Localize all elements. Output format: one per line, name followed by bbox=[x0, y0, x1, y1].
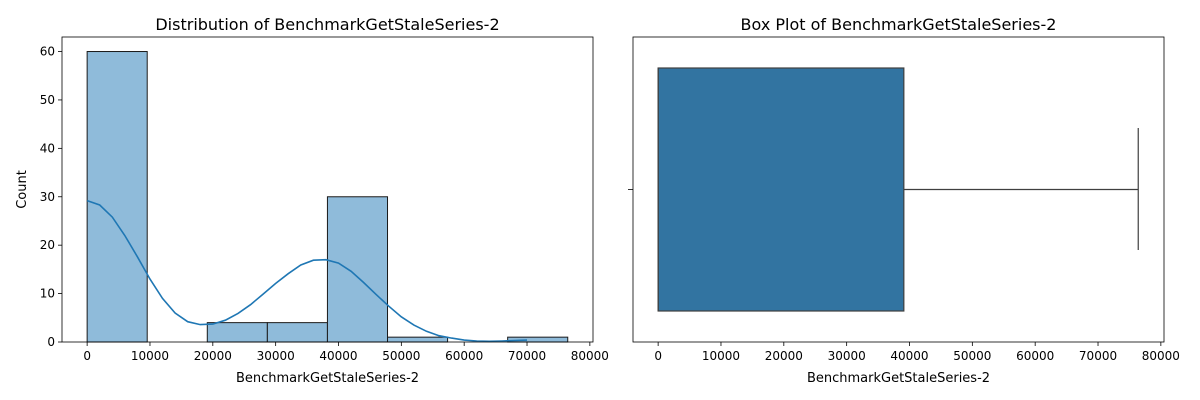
x-tick-label: 0 bbox=[83, 349, 91, 363]
histogram-bar bbox=[507, 336, 569, 343]
y-tick-label: 20 bbox=[40, 238, 55, 252]
boxplot-x-ticks: 0 10000 20000 30000 40000 50000 60000 70000 8000… bbox=[654, 342, 1180, 363]
x-tick-label: 80000 bbox=[571, 349, 609, 363]
x-tick-label: 50000 bbox=[382, 349, 420, 363]
kde-curve bbox=[86, 199, 528, 343]
y-tick-label: 0 bbox=[47, 335, 55, 349]
histogram-bar bbox=[387, 336, 449, 343]
boxplot-x-axis-label: BenchmarkGetStaleSeries-2 bbox=[807, 371, 990, 386]
x-tick-label: 60000 bbox=[445, 349, 483, 363]
iqr-box bbox=[657, 67, 905, 312]
histogram-y-ticks: 0 10 20 30 40 50 60 bbox=[40, 45, 62, 349]
x-tick-label: 0 bbox=[654, 349, 662, 363]
x-tick-label: 30000 bbox=[828, 349, 866, 363]
histogram-bar bbox=[266, 322, 328, 343]
x-tick-label: 50000 bbox=[953, 349, 991, 363]
x-tick-label: 40000 bbox=[890, 349, 928, 363]
x-tick-label: 70000 bbox=[1079, 349, 1117, 363]
x-tick-label: 20000 bbox=[765, 349, 803, 363]
boxplot-marks bbox=[657, 67, 1139, 312]
histogram-bar bbox=[206, 322, 268, 343]
y-tick-label: 30 bbox=[40, 190, 55, 204]
y-tick-label: 10 bbox=[40, 287, 55, 301]
x-tick-label: 10000 bbox=[131, 349, 169, 363]
y-tick-label: 50 bbox=[40, 93, 55, 107]
histogram-bars bbox=[86, 51, 569, 343]
histogram-x-axis-label: BenchmarkGetStaleSeries-2 bbox=[236, 371, 419, 386]
x-tick-label: 60000 bbox=[1016, 349, 1054, 363]
histogram-plot-frame bbox=[61, 36, 594, 343]
y-tick-label: 60 bbox=[40, 45, 55, 59]
histogram-y-axis-label: Count bbox=[15, 170, 30, 209]
x-tick-label: 70000 bbox=[508, 349, 546, 363]
x-tick-label: 40000 bbox=[319, 349, 357, 363]
histogram-bar bbox=[326, 196, 389, 343]
x-tick-label: 10000 bbox=[702, 349, 740, 363]
boxplot-panel: Box Plot of BenchmarkGetStaleSeries-2 0 1… bbox=[628, 15, 1180, 386]
boxplot-title: Box Plot of BenchmarkGetStaleSeries-2 bbox=[741, 15, 1057, 34]
histogram-x-ticks: 0 10000 20000 30000 40000 50000 60000 70000 8000… bbox=[83, 342, 609, 363]
y-tick-label: 40 bbox=[40, 141, 55, 155]
histogram-title: Distribution of BenchmarkGetStaleSeries-… bbox=[155, 15, 499, 34]
x-tick-label: 30000 bbox=[257, 349, 295, 363]
x-tick-label: 80000 bbox=[1142, 349, 1180, 363]
x-tick-label: 20000 bbox=[194, 349, 232, 363]
histogram-bar bbox=[86, 51, 148, 343]
histogram-panel: Distribution of BenchmarkGetStaleSeries-… bbox=[15, 15, 609, 386]
